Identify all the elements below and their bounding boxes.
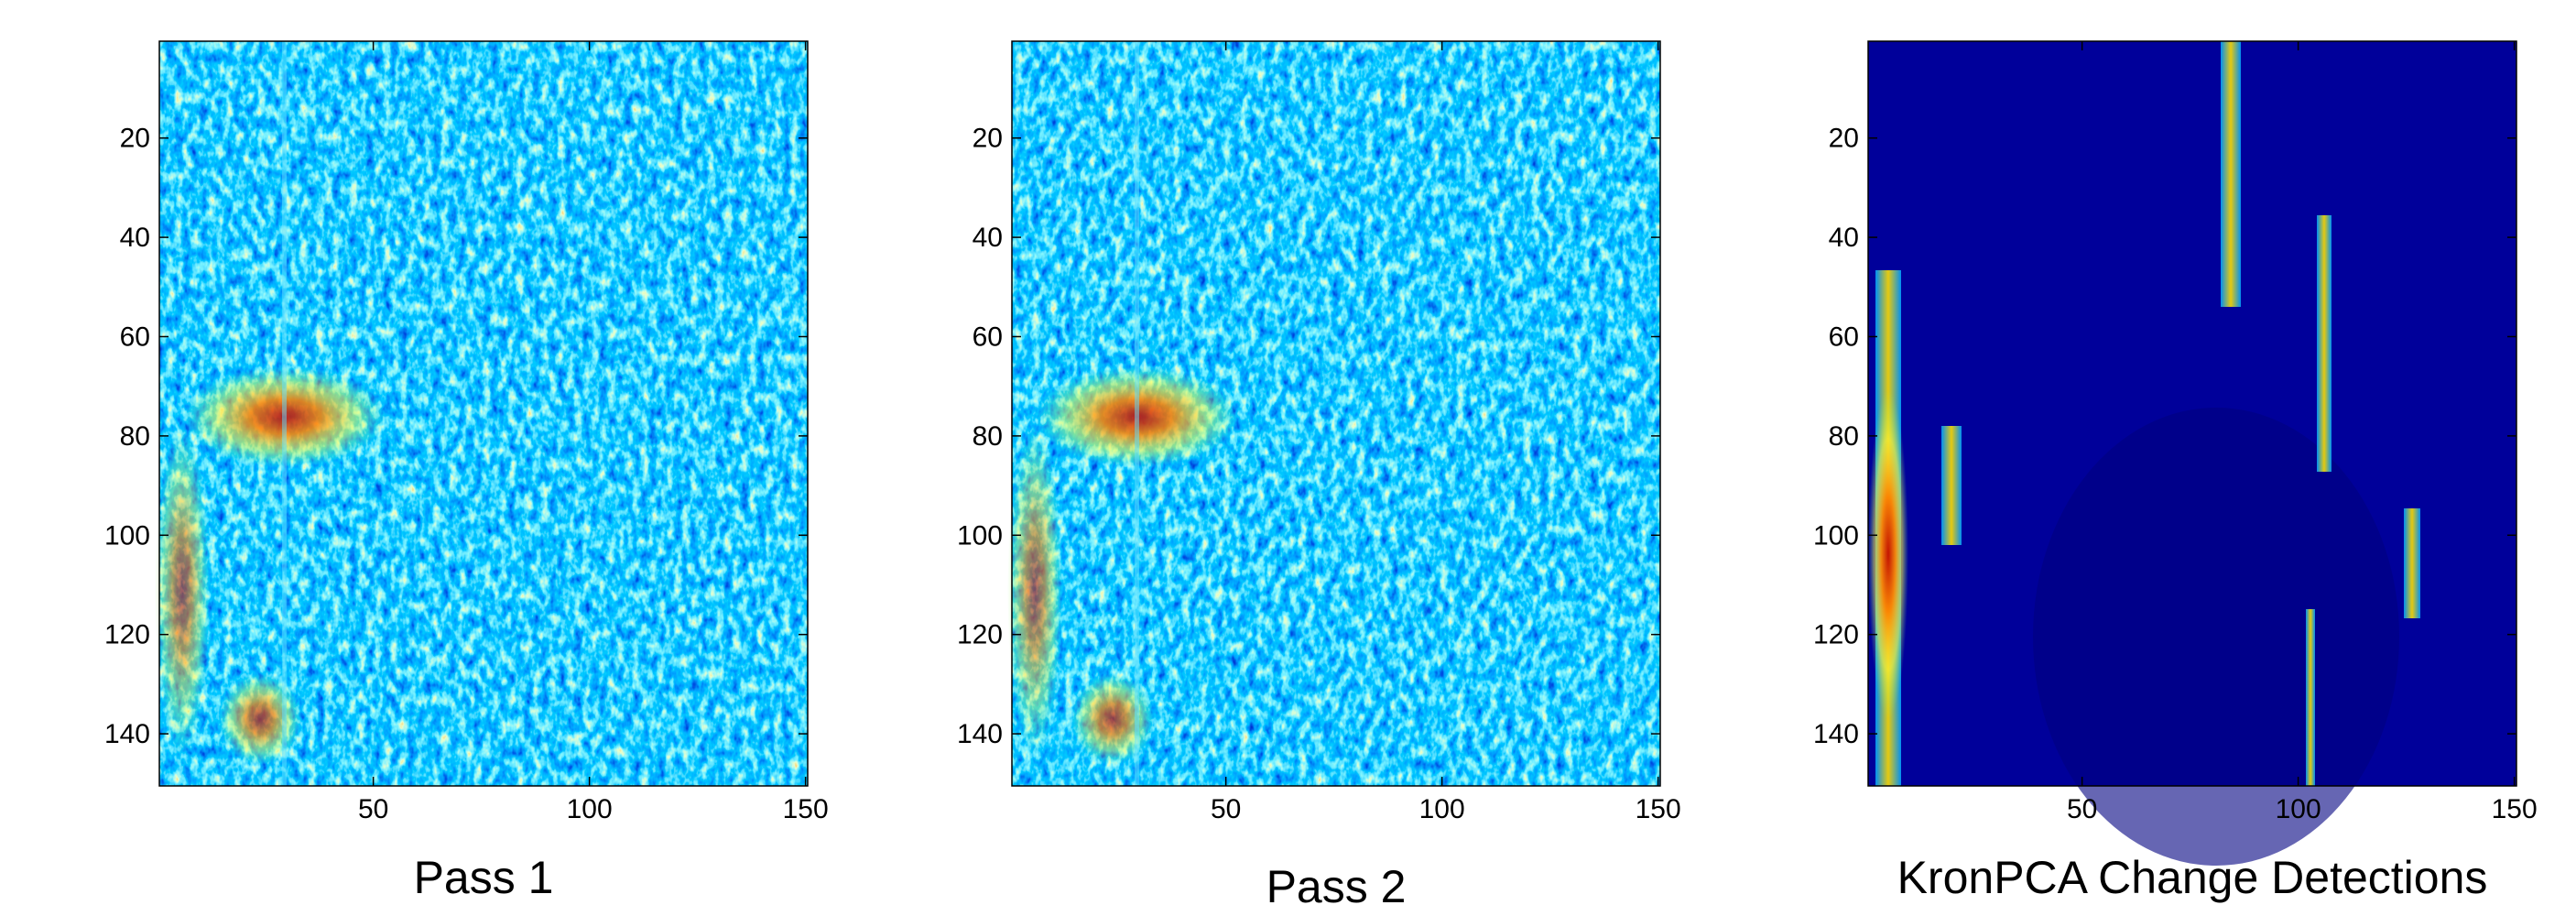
x-tick-label: 50 [1211, 794, 1241, 824]
streak [1135, 41, 1139, 786]
y-tick-label: 60 [973, 322, 1003, 352]
y-tick-label: 80 [120, 421, 150, 452]
hot-spot [1071, 673, 1154, 765]
y-tick-label: 40 [1829, 223, 1859, 253]
x-axis-label: Pass 2 [1266, 861, 1407, 911]
y-tick-label: 80 [973, 421, 1003, 452]
y-tick-label: 20 [120, 124, 150, 154]
hot-spot [219, 673, 301, 765]
x-tick-label: 150 [783, 794, 829, 824]
hot-spot [1868, 389, 1908, 719]
y-tick-label: 20 [973, 124, 1003, 154]
streak [282, 41, 287, 786]
hot-spot [155, 426, 210, 756]
panel: 50 100 150 20 40 60 80 100 120 140 KronPCA Change … [1813, 40, 2538, 903]
x-tick-label: 100 [2276, 794, 2321, 824]
y-tick-label: 120 [1813, 620, 1859, 650]
streak [2306, 609, 2315, 786]
y-tick-label: 100 [104, 520, 150, 551]
x-tick-label: 50 [2067, 794, 2097, 824]
streak [2317, 215, 2331, 472]
y-tick-label: 20 [1829, 124, 1859, 154]
y-tick-label: 100 [1813, 520, 1859, 551]
y-tick-label: 140 [1813, 719, 1859, 749]
y-tick-label: 60 [1829, 322, 1859, 352]
streak [2221, 41, 2241, 307]
axes-frame [158, 40, 809, 787]
x-axis-label: Pass 1 [414, 852, 554, 903]
y-tick-label: 120 [957, 620, 1003, 650]
streak [1941, 426, 1962, 545]
y-tick-label: 40 [120, 223, 150, 253]
y-tick-label: 100 [957, 520, 1003, 551]
y-tick-label: 140 [104, 719, 150, 749]
axes-frame [1011, 40, 1661, 787]
streak [2404, 508, 2420, 618]
hot-spot [1007, 426, 1062, 756]
y-tick-label: 140 [957, 719, 1003, 749]
y-tick-label: 120 [104, 620, 150, 650]
x-axis-label: KronPCA Change Detections [1897, 852, 2488, 903]
y-tick-label: 60 [120, 322, 150, 352]
y-tick-label: 40 [973, 223, 1003, 253]
x-tick-label: 150 [2492, 794, 2538, 824]
x-tick-label: 150 [1636, 794, 1681, 824]
x-tick-label: 100 [567, 794, 613, 824]
axes-frame [1867, 40, 2517, 787]
panel: 50 100 150 20 40 60 80 100 120 140 Pass 1 [104, 40, 829, 903]
panel: 50 100 150 20 40 60 80 100 120 140 Pass 2 [957, 40, 1681, 912]
x-tick-label: 50 [358, 794, 388, 824]
y-tick-label: 80 [1829, 421, 1859, 452]
x-tick-label: 100 [1419, 794, 1465, 824]
